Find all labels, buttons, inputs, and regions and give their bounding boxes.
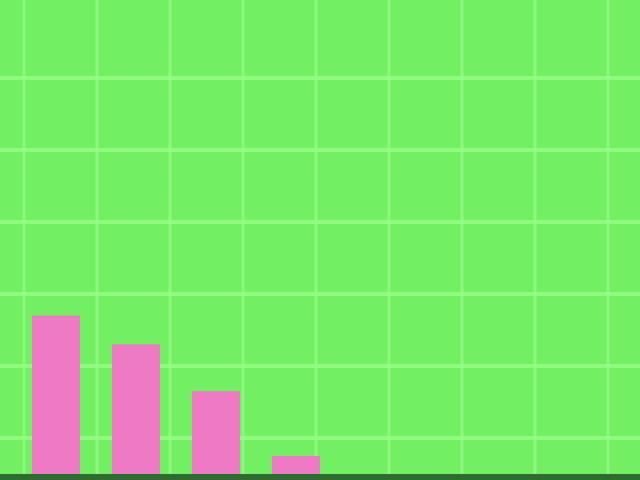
grid-line-vertical [22, 0, 26, 480]
grid-line-vertical [606, 0, 610, 480]
bar [192, 391, 240, 474]
grid-line-horizontal [0, 436, 640, 440]
grid-line-vertical [95, 0, 99, 480]
grid-line-horizontal [0, 292, 640, 296]
bar [112, 344, 160, 474]
grid-line-horizontal [0, 76, 640, 80]
grid-line-horizontal [0, 364, 640, 368]
bar [32, 315, 80, 474]
x-axis-baseline [0, 474, 640, 480]
bars-group [32, 315, 320, 474]
grid-line-vertical [241, 0, 245, 480]
grid-line-vertical [314, 0, 318, 480]
grid-line-vertical [533, 0, 537, 480]
bar [272, 456, 320, 474]
grid-line-vertical [168, 0, 172, 480]
grid-line-horizontal [0, 148, 640, 152]
grid-line-vertical [460, 0, 464, 480]
grid-line-horizontal [0, 220, 640, 224]
grid-line-vertical [387, 0, 391, 480]
